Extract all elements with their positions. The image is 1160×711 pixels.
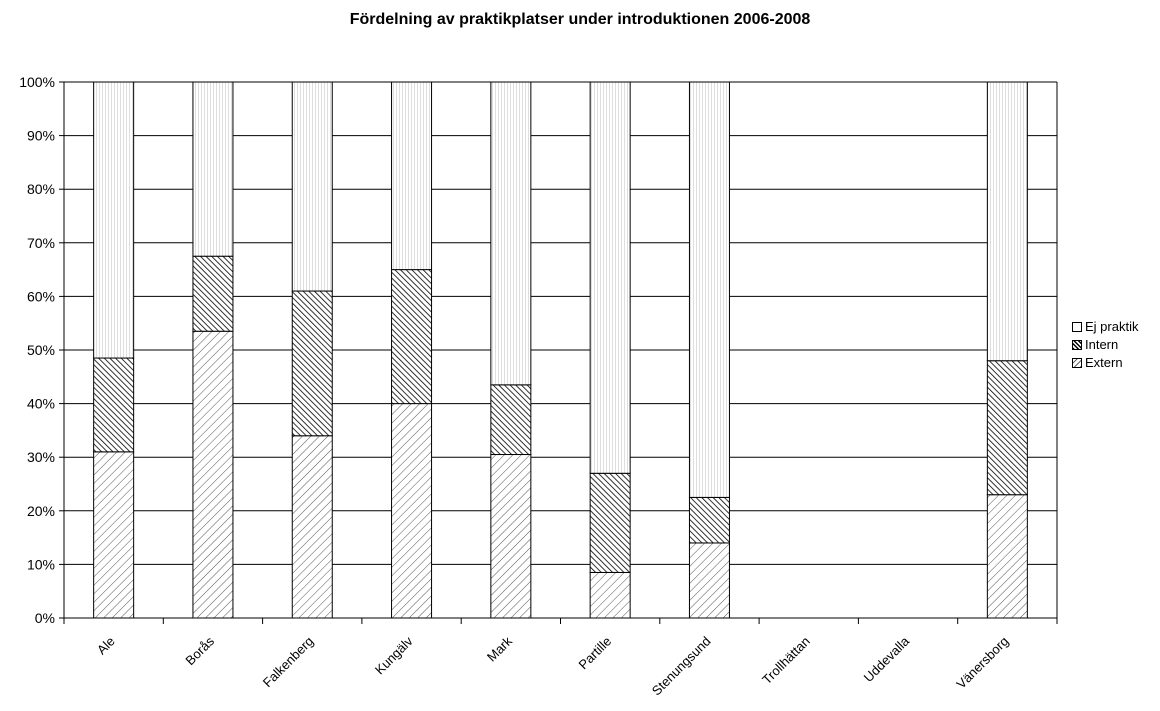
legend-label-extern: Extern: [1085, 355, 1123, 370]
bar-extern-partille: [589, 571, 631, 619]
bar-intern-ale: [93, 357, 135, 453]
bar-intern-partille: [589, 472, 631, 573]
x-tick-label: Trollhättan: [759, 634, 813, 688]
legend: Ej praktik Intern Extern: [1072, 318, 1138, 372]
x-tick-label: Mark: [484, 633, 515, 664]
bar-intern-falkenberg: [291, 290, 333, 437]
x-tick-label: Falkenberg: [260, 634, 317, 691]
legend-item-ej-praktik: Ej praktik: [1072, 318, 1138, 336]
y-tick-label: 90%: [27, 128, 55, 144]
bar-intern-boras: [192, 255, 234, 332]
y-tick-label: 50%: [27, 342, 55, 358]
bar-ej-praktik-mark: [490, 81, 532, 386]
bar-ej-praktik-partille: [589, 81, 631, 474]
bar-intern-mark: [490, 384, 532, 456]
legend-swatch-intern: [1072, 340, 1082, 350]
bar-extern-stenungsund: [688, 542, 730, 619]
bar-intern-kungalv: [391, 269, 433, 405]
y-tick-label: 100%: [19, 74, 55, 90]
x-tick-label: Uddevalla: [861, 633, 913, 685]
legend-item-intern: Intern: [1072, 336, 1138, 354]
bar-intern-stenungsund: [688, 496, 730, 544]
y-tick-label: 0%: [35, 610, 55, 626]
bar-ej-praktik-vanersborg: [986, 81, 1028, 362]
y-tick-label: 10%: [27, 556, 55, 572]
bar-extern-vanersborg: [986, 494, 1028, 619]
y-tick-label: 60%: [27, 288, 55, 304]
y-tick-label: 70%: [27, 235, 55, 251]
bar-ej-praktik-falkenberg: [291, 81, 333, 292]
x-tick-label: Partille: [576, 634, 615, 673]
legend-swatch-extern: [1072, 358, 1082, 368]
bar-extern-mark: [490, 454, 532, 619]
bar-extern-falkenberg: [291, 435, 333, 619]
x-tick-label: Ale: [94, 634, 118, 658]
bar-ej-praktik-ale: [93, 81, 135, 359]
bar-ej-praktik-stenungsund: [688, 81, 730, 498]
chart-title: Fördelning av praktikplatser under intro…: [349, 11, 811, 28]
legend-item-extern: Extern: [1072, 354, 1138, 372]
bar-ej-praktik-kungalv: [391, 81, 433, 271]
y-axis: 0% 10% 20% 30% 40% 50% 60% 70% 80% 90% 100%: [19, 74, 65, 626]
bar-extern-kungalv: [391, 403, 433, 619]
bars: [93, 81, 1028, 619]
legend-label-ej-praktik: Ej praktik: [1085, 319, 1139, 334]
y-tick-label: 20%: [27, 503, 55, 519]
x-axis: Ale Borås Falkenberg Kungälv Mark Partille Ste…: [63, 617, 1058, 699]
legend-label-intern: Intern: [1085, 337, 1119, 352]
bar-ej-praktik-boras: [192, 81, 234, 257]
bar-extern-boras: [192, 330, 234, 619]
bar-extern-ale: [93, 451, 135, 619]
bar-intern-vanersborg: [986, 360, 1028, 496]
y-tick-label: 30%: [27, 449, 55, 465]
x-tick-label: Kungälv: [372, 633, 416, 677]
y-tick-label: 80%: [27, 181, 55, 197]
legend-swatch-ej-praktik: [1072, 322, 1082, 332]
y-tick-label: 40%: [27, 396, 55, 412]
x-tick-label: Borås: [182, 633, 217, 668]
x-tick-label: Stenungsund: [649, 634, 714, 699]
x-tick-label: Vänersborg: [953, 634, 1011, 692]
